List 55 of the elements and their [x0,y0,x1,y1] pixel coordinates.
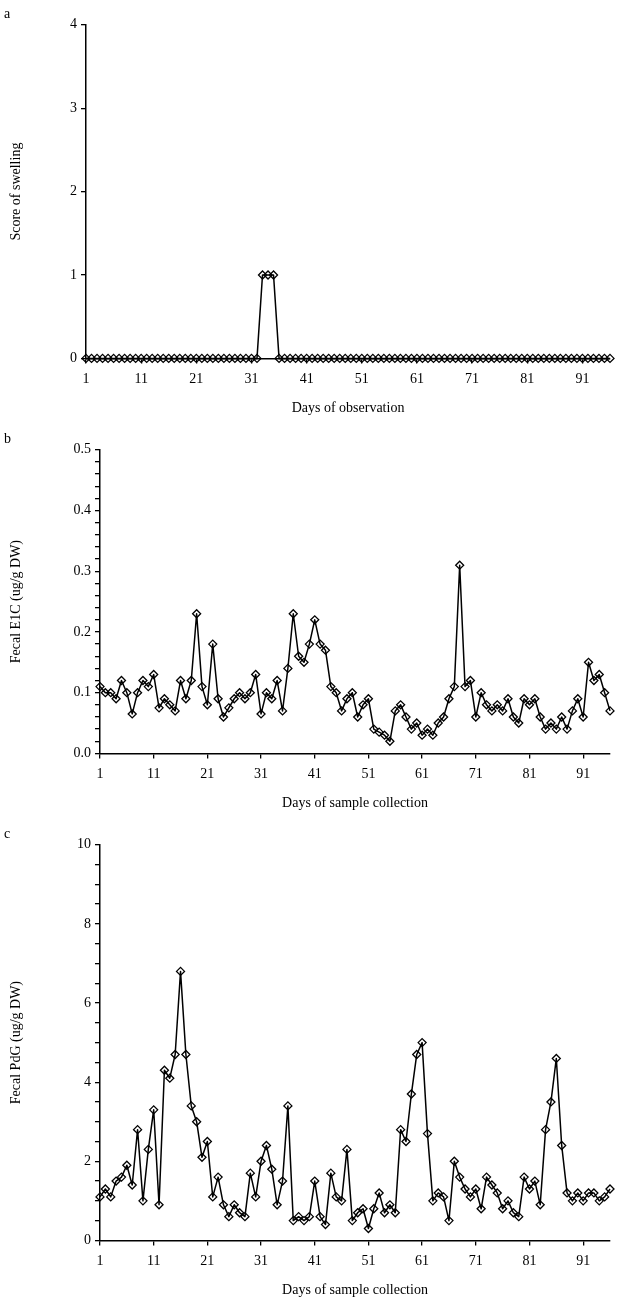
x-tick-label: 1 [96,1253,104,1269]
x-tick-label: 71 [468,1253,483,1269]
x-tick-label: 41 [299,371,314,387]
x-tick-label: 31 [244,371,259,387]
y-tick-label: 8 [84,915,91,931]
x-tick-label: 31 [254,766,269,782]
x-tick-label: 21 [189,371,204,387]
y-tick-label: 0.3 [73,562,91,578]
y-tick-label: 0.1 [73,684,91,700]
x-tick-label: 61 [409,371,424,387]
y-tick-label: 1 [70,266,77,282]
x-tick-label: 61 [415,766,430,782]
x-axis-title: Days of sample collection [282,795,428,811]
chart-title: b [4,431,11,447]
y-tick-label: 4 [84,1073,91,1089]
x-tick-label: 91 [576,1253,591,1269]
x-tick-label: 41 [307,1253,322,1269]
x-tick-label: 51 [361,1253,376,1269]
x-tick-label: 51 [354,371,369,387]
y-tick-label: 2 [84,1152,91,1168]
x-tick-label: 81 [522,766,537,782]
x-tick-label: 21 [200,1253,215,1269]
y-tick-label: 3 [70,99,77,115]
x-tick-label: 21 [200,766,215,782]
x-tick-label: 11 [146,766,161,782]
y-axis-title: Fecal PdG (ug/g DW) [8,980,25,1105]
x-tick-label: 41 [307,766,322,782]
x-axis-title: Days of sample collection [282,1282,428,1298]
y-tick-label: 0.0 [73,745,91,761]
y-tick-label: 4 [70,16,77,32]
chart-title: c [4,826,11,842]
x-tick-label: 81 [520,371,535,387]
x-tick-label: 71 [468,766,483,782]
x-tick-label: 61 [415,1253,430,1269]
x-tick-label: 1 [96,766,104,782]
y-tick-label: 6 [84,994,91,1010]
y-axis-title: Score of swelling [8,142,24,241]
x-tick-label: 71 [465,371,480,387]
y-tick-label: 0.4 [73,502,91,518]
y-tick-label: 2 [70,183,77,199]
y-axis-title: Fecal E1C (ug/g DW) [8,539,25,664]
chart-title: a [4,6,11,22]
y-tick-label: 10 [77,836,91,852]
x-tick-label: 91 [575,371,590,387]
x-tick-label: 11 [134,371,148,387]
y-tick-label: 0 [84,1232,91,1248]
x-tick-label: 11 [146,1253,161,1269]
y-tick-label: 0 [70,350,77,366]
x-axis-title: Days of observation [291,400,405,416]
y-tick-label: 0.2 [73,623,91,639]
x-tick-label: 51 [361,766,376,782]
y-tick-label: 0.5 [73,441,91,457]
x-tick-label: 91 [576,766,591,782]
x-tick-label: 81 [522,1253,537,1269]
x-tick-label: 31 [254,1253,269,1269]
